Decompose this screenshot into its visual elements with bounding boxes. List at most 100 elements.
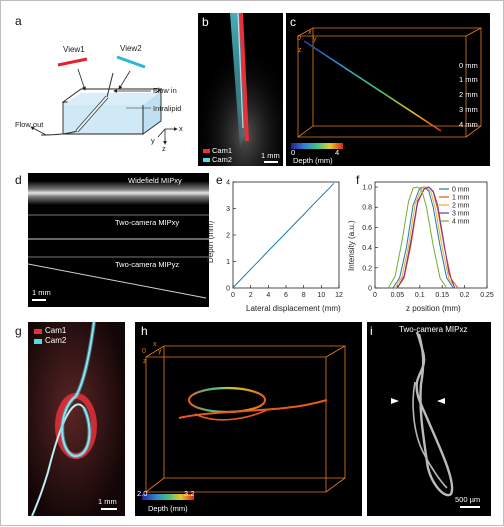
- panel-g-cam1-swatch: [34, 329, 42, 334]
- depth-tick-2: 2 mm: [459, 90, 478, 99]
- legend-label: 1 mm: [452, 195, 470, 202]
- y-tick-label: 1: [226, 259, 230, 266]
- axis-x-label: x: [179, 124, 183, 133]
- panel-h-label: h: [141, 324, 148, 338]
- legend-label: 2 mm: [452, 203, 470, 210]
- panel-c-colorbar-min: 0: [291, 148, 296, 157]
- legend-label: 3 mm: [452, 211, 470, 218]
- y-tick-label: 0: [226, 286, 230, 293]
- series-line: [232, 182, 335, 288]
- panel-h-colorbar-max: 3.2: [184, 489, 195, 498]
- panel-h-axis-y: y: [158, 348, 162, 355]
- panel-d-scale-bar: [32, 299, 46, 301]
- y-tick-label: 0.8: [362, 205, 372, 212]
- panel-c-colorbar-label: Depth (mm): [293, 156, 333, 165]
- x-tick-label: 0.25: [480, 292, 494, 299]
- legend-label: 4 mm: [452, 219, 470, 226]
- panel-h-colorbar-label: Depth (mm): [148, 504, 188, 513]
- panel-c-axis-x: x: [308, 29, 312, 36]
- panel-a-schematic: [30, 55, 178, 145]
- x-tick-label: 10: [317, 292, 325, 299]
- panel-h-axis-z: z: [143, 358, 147, 365]
- panel-h-axis-x: x: [153, 341, 157, 348]
- panel-i-image: [367, 322, 491, 516]
- view1-label: View1: [63, 45, 85, 54]
- chart-f-ylabel: Intensity (a.u.): [347, 220, 356, 271]
- panel-c-origin: 0: [297, 35, 301, 42]
- panel-g-scale-label: 1 mm: [98, 497, 117, 506]
- panel-g-image: [28, 322, 125, 516]
- panel-d-image: [28, 173, 209, 307]
- series-line: [392, 186, 454, 289]
- panel-c-fiber: [303, 40, 442, 132]
- x-tick-label: 4: [266, 292, 270, 299]
- x-tick-label: 0: [231, 292, 235, 299]
- y-tick-label: 0.4: [362, 245, 372, 252]
- panel-d-scale-label: 1 mm: [32, 288, 51, 297]
- y-tick-label: 0: [368, 286, 372, 293]
- chart-e-xlabel: Lateral displacement (mm): [246, 304, 341, 313]
- y-tick-label: 2: [226, 233, 230, 240]
- view2-label: View2: [120, 44, 142, 53]
- cam2-swatch: [203, 158, 210, 162]
- panel-i-label: i: [370, 324, 373, 338]
- flow-out-label: Flow out: [15, 120, 44, 129]
- panel-b-image: [198, 13, 283, 166]
- panel-g-cam2-swatch: [34, 339, 42, 344]
- view1-bar: [57, 57, 88, 67]
- panel-c-label: c: [290, 15, 296, 29]
- panel-c-image: [286, 13, 490, 166]
- flow-in-label: Flow in: [153, 86, 177, 95]
- panel-g-label: g: [15, 324, 22, 338]
- x-tick-label: 12: [335, 292, 343, 299]
- panel-c-colorbar: [291, 143, 343, 149]
- panel-i-scale-bar: [460, 506, 480, 508]
- panel-h-image: [135, 322, 362, 516]
- plot-area: [374, 181, 488, 289]
- tube-inner: [76, 96, 108, 132]
- panel-a-label: a: [15, 14, 22, 28]
- series-line: [394, 186, 457, 289]
- x-tick-label: 0.05: [391, 292, 405, 299]
- depth-tick-4: 4 mm: [459, 120, 478, 129]
- panel-b-label: b: [202, 15, 209, 29]
- y-tick-label: 1.0: [362, 185, 372, 192]
- depth-tick-1: 1 mm: [459, 75, 478, 84]
- panel-h-colorbar: [142, 494, 194, 500]
- panel-d-row1-label: Widefield MIPxy: [128, 176, 182, 185]
- depth-tick-3: 3 mm: [459, 105, 478, 114]
- panel-f-label: f: [356, 173, 360, 187]
- y-tick-label: 3: [226, 206, 230, 213]
- y-tick-label: 0.2: [362, 265, 372, 272]
- legend-label: 0 mm: [452, 187, 470, 194]
- panel-g-cam1-label: Cam1: [45, 326, 67, 335]
- chart-f-xlabel: z position (mm): [406, 304, 461, 313]
- cam1-swatch: [203, 149, 210, 153]
- cam2-label: Cam2: [212, 155, 233, 164]
- y-tick-label: 0.6: [362, 225, 372, 232]
- panel-i-title: Two-camera MIPxz: [399, 325, 468, 334]
- panel-c-axis-z: z: [298, 47, 302, 54]
- panel-b-scale-bar: [264, 161, 278, 163]
- panel-h-box: [145, 345, 346, 493]
- panel-c-box: [297, 27, 482, 138]
- panel-g-cam2-label: Cam2: [45, 336, 67, 345]
- panel-g-scale-bar: [101, 508, 117, 510]
- x-tick-label: 6: [284, 292, 288, 299]
- x-tick-label: 0.1: [415, 292, 425, 299]
- panel-i-scale-label: 500 µm: [455, 495, 481, 504]
- series-line: [387, 186, 448, 289]
- panel-d-row3-label: Two-camera MIPyz: [115, 260, 180, 269]
- cam1-label: Cam1: [212, 146, 233, 155]
- panel-e-label: e: [216, 173, 223, 187]
- x-tick-label: 0.2: [460, 292, 470, 299]
- panel-d-row2-label: Two-camera MIPxy: [115, 218, 180, 227]
- x-tick-label: 8: [302, 292, 306, 299]
- panel-h-origin: 0: [142, 348, 146, 355]
- intralipid-label: Intralipid: [153, 104, 182, 113]
- view2-bar: [116, 55, 146, 69]
- panel-h-colorbar-min: 2.0: [137, 489, 148, 498]
